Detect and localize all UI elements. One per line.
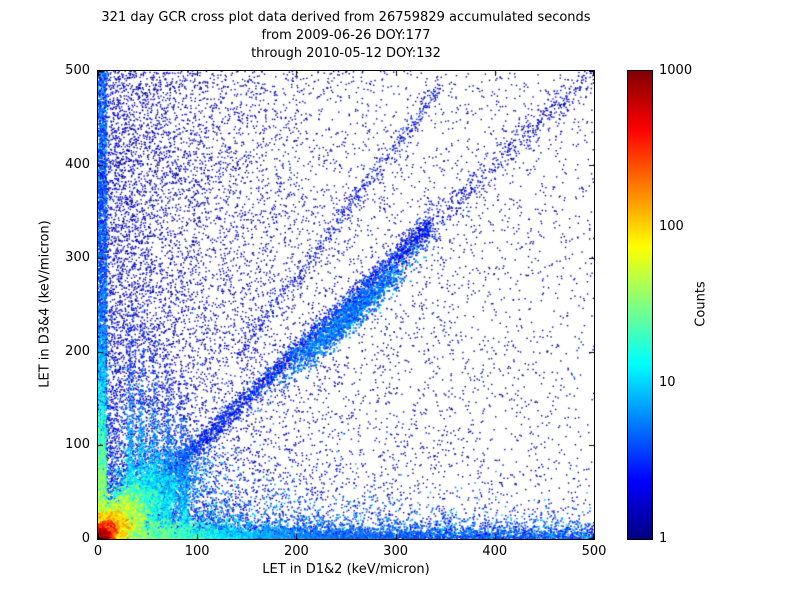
y-axis-label: LET in D3&4 (keV/micron) bbox=[37, 220, 53, 388]
y-tick-label: 100 bbox=[65, 437, 90, 453]
x-tick-label: 100 bbox=[184, 544, 210, 559]
x-tick-label: 300 bbox=[383, 544, 408, 559]
y-tick-label: 300 bbox=[65, 250, 90, 266]
colorbar bbox=[627, 70, 653, 540]
colorbar-tick-label: 10 bbox=[659, 375, 676, 390]
plot-area bbox=[97, 70, 595, 540]
x-tick-label: 200 bbox=[283, 544, 309, 559]
chart-title-line1: 321 day GCR cross plot data derived from… bbox=[101, 10, 591, 25]
colorbar-tick-label: 1 bbox=[659, 531, 668, 546]
y-tick-label: 400 bbox=[65, 156, 90, 172]
x-tick-label: 0 bbox=[93, 544, 103, 559]
colorbar-label: Counts bbox=[693, 281, 709, 327]
colorbar-tick-label: 100 bbox=[659, 219, 684, 234]
x-tick-label: 400 bbox=[482, 544, 508, 559]
y-tick-label: 0 bbox=[81, 531, 90, 546]
y-tick-label: 200 bbox=[65, 343, 90, 359]
x-axis-label: LET in D1&2 (keV/micron) bbox=[262, 562, 430, 577]
colorbar-tick-label: 1000 bbox=[659, 63, 693, 78]
y-tick-label: 500 bbox=[65, 63, 90, 78]
chart-title-line3: through 2010-05-12 DOY:132 bbox=[251, 46, 441, 61]
chart-title-line2: from 2009-06-26 DOY:177 bbox=[261, 28, 431, 43]
scatter-canvas bbox=[98, 71, 594, 539]
x-tick-label: 500 bbox=[581, 544, 607, 559]
